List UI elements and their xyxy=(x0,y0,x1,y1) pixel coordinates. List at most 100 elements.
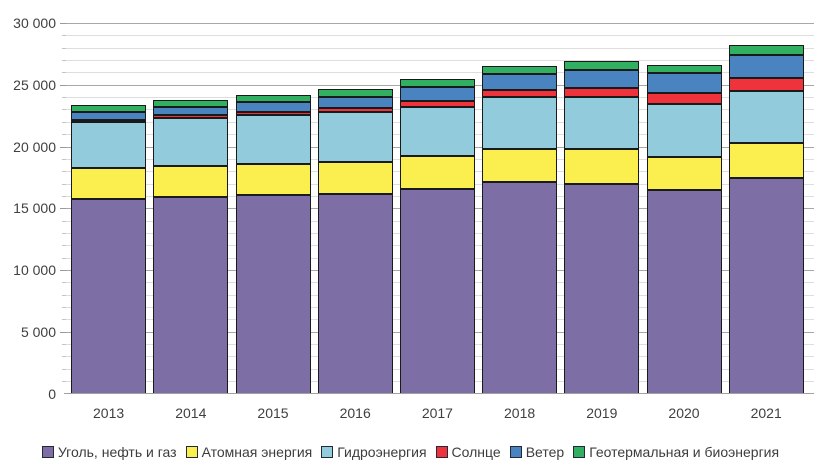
legend-item: Солнце xyxy=(435,444,501,460)
y-axis-tick xyxy=(62,381,66,383)
y-axis-tick xyxy=(62,60,66,62)
bar-segment xyxy=(646,190,722,394)
bar-segment xyxy=(482,182,558,394)
bar-segment xyxy=(317,96,393,109)
bar-segment xyxy=(235,94,311,102)
bar-segment xyxy=(482,65,558,75)
x-tick-label: 2021 xyxy=(750,405,782,421)
bar-segment xyxy=(153,165,229,198)
bar-2020 xyxy=(646,64,722,394)
bar-segment xyxy=(728,143,804,179)
bar-segment xyxy=(317,194,393,394)
bar-segment xyxy=(482,74,558,90)
legend-swatch-icon xyxy=(321,446,334,458)
y-axis-tick xyxy=(62,195,66,197)
bar-segment xyxy=(646,103,722,158)
bar-2021 xyxy=(728,45,804,394)
y-tick-label: 0 xyxy=(48,385,56,402)
bar-segment xyxy=(646,92,722,104)
y-axis-tick xyxy=(62,220,66,222)
bar-segment xyxy=(646,64,722,74)
y-axis-tick xyxy=(62,282,66,284)
minor-gridline xyxy=(66,35,814,37)
legend-label: Геотермальная и биоэнергия xyxy=(589,444,780,460)
bar-segment xyxy=(153,117,229,166)
minor-gridline xyxy=(66,72,814,74)
bar-segment xyxy=(317,88,393,97)
bar-segment xyxy=(399,106,475,156)
legend-label: Гидроэнергия xyxy=(337,444,427,460)
legend-item: Гидроэнергия xyxy=(321,444,427,460)
bar-segment xyxy=(235,195,311,394)
x-tick-label: 2018 xyxy=(504,405,536,421)
bar-2018 xyxy=(482,65,558,394)
y-axis-tick xyxy=(60,84,66,86)
minor-gridline xyxy=(66,60,814,62)
y-axis-tick xyxy=(60,208,66,210)
legend-swatch-icon xyxy=(435,446,448,458)
legend-swatch-icon xyxy=(185,446,198,458)
bar-segment xyxy=(235,112,311,116)
legend-item: Ветер xyxy=(509,444,565,460)
bar-segment xyxy=(71,199,147,394)
bar-segment xyxy=(153,115,229,118)
bar-segment xyxy=(235,101,311,113)
y-axis-tick xyxy=(62,72,66,74)
bar-segment xyxy=(235,163,311,196)
bar-segment xyxy=(317,112,393,162)
bar-segment xyxy=(71,111,147,120)
y-axis-tick xyxy=(62,257,66,259)
y-tick-label: 25 000 xyxy=(13,76,56,93)
y-axis-tick xyxy=(62,356,66,358)
legend-item: Атомная энергия xyxy=(185,444,312,460)
bar-segment xyxy=(728,90,804,144)
y-axis-tick xyxy=(62,35,66,37)
bar-segment xyxy=(71,168,147,199)
bar-segment xyxy=(646,157,722,191)
bar-segment xyxy=(646,73,722,93)
legend-swatch-icon xyxy=(573,446,586,458)
bar-segment xyxy=(564,70,640,89)
x-tick-label: 2013 xyxy=(93,405,125,421)
y-axis-tick xyxy=(60,270,66,271)
bar-segment xyxy=(564,149,640,184)
y-axis-tick xyxy=(60,146,66,148)
y-axis-tick xyxy=(62,134,66,136)
y-tick-label: 5 000 xyxy=(20,323,56,340)
y-axis-tick xyxy=(62,232,66,234)
bar-segment xyxy=(728,45,804,55)
bar-segment xyxy=(482,148,558,183)
legend-item: Уголь, нефть и газ xyxy=(41,444,177,460)
x-tick-label: 2019 xyxy=(586,405,618,421)
bar-segment xyxy=(564,88,640,97)
bar-segment xyxy=(564,183,640,394)
legend-label: Солнце xyxy=(451,444,501,460)
bar-segment xyxy=(71,105,147,112)
y-axis-tick xyxy=(62,171,66,173)
bar-segment xyxy=(317,161,393,195)
y-axis-tick xyxy=(62,158,66,160)
x-tick-label: 2020 xyxy=(668,405,700,421)
y-axis-tick xyxy=(62,121,66,123)
chart-legend: Уголь, нефть и газ Атомная энергия Гидроэн… xyxy=(0,444,821,460)
bar-2015 xyxy=(235,94,311,394)
bar-2013 xyxy=(71,105,147,394)
bar-segment xyxy=(153,197,229,394)
legend-item: Геотермальная и биоэнергия xyxy=(573,444,779,460)
x-tick-label: 2014 xyxy=(175,405,207,421)
bar-segment xyxy=(399,87,475,102)
bar-2014 xyxy=(153,99,229,394)
bar-segment xyxy=(728,54,804,78)
legend-label: Ветер xyxy=(525,444,565,460)
y-tick-label: 10 000 xyxy=(13,262,56,278)
x-tick-label: 2015 xyxy=(257,405,289,421)
bar-segment xyxy=(399,101,475,107)
bar-segment xyxy=(71,121,147,169)
bar-2016 xyxy=(317,88,393,394)
y-axis-tick xyxy=(60,331,66,333)
bar-segment xyxy=(728,77,804,91)
bar-segment xyxy=(71,119,147,122)
bar-segment xyxy=(399,155,475,189)
bar-segment xyxy=(153,106,229,116)
